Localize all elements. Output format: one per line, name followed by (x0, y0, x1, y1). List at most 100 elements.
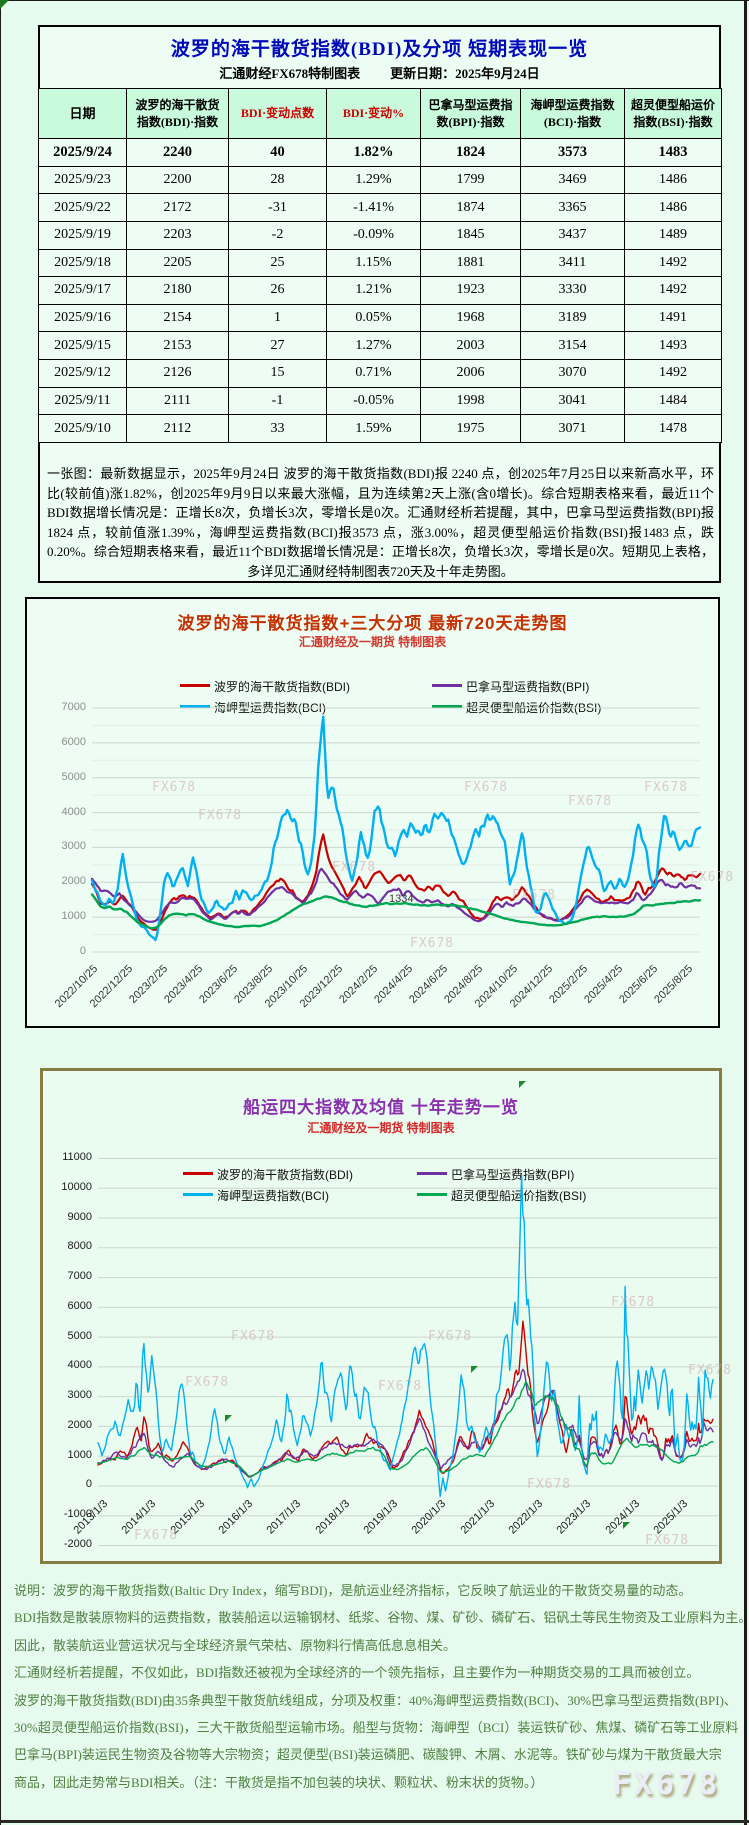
table-cell: -0.05% (326, 386, 421, 416)
explanation-line: 波罗的海干散货指数(BDI)由35条典型干散货航线组成，分项及权重：40%海岬型… (14, 1692, 737, 1708)
table-column-header: 波罗的海干散货 指数(BDI)·指数 (126, 88, 229, 139)
y-axis-label: 1000 (67, 1448, 92, 1461)
plot-watermark: FX678 (231, 1329, 276, 1344)
table-cell: 28 (228, 165, 327, 195)
table-column-header: 巴拿马型运费指 数(BPI)·指数 (420, 88, 521, 139)
table-column-header: BDI·变动点数 (228, 88, 327, 139)
explanation-line: 因此，散装航运业营运状况与全球经济景气荣枯、原物料行情高低息息相关。 (14, 1637, 457, 1653)
table-cell: 3189 (520, 303, 625, 333)
table-column-header: 超灵便型船运价 指数(BSI)·指数 (624, 88, 722, 139)
legend-label: 波罗的海干散货指数(BDI) (214, 680, 350, 694)
table-column-header: BDI·变动% (326, 88, 421, 139)
table-cell: 3330 (520, 276, 625, 305)
legend-label: 波罗的海干散货指数(BDI) (217, 1168, 353, 1182)
plot-watermark: FX678 (645, 1533, 690, 1548)
table-cell: 2025/9/18 (38, 248, 127, 278)
table-cell: 1.29% (326, 165, 421, 195)
table-cell: 1.59% (326, 414, 421, 443)
table-cell: 3154 (520, 331, 625, 360)
table-row: 2025/9/24 2240 40 1.82% 1824 3573 1483 (38, 138, 722, 167)
plot-watermark: FX678 (410, 936, 455, 951)
series-巴拿马型运费指数(BPI) (90, 867, 702, 923)
table-cell: 3070 (520, 359, 625, 388)
legend-swatch (180, 683, 210, 687)
table-cell: 2025/9/12 (38, 359, 127, 388)
table-cell: 33 (228, 414, 327, 443)
table-cell: 2200 (126, 165, 229, 195)
table-cell: 25 (228, 248, 327, 278)
plot-watermark: FX678 (568, 794, 613, 809)
series-海岬型运费指数(BCI) (90, 715, 702, 942)
legend-swatch (417, 1192, 447, 1196)
page-right-border (744, 0, 747, 1825)
table-cell: 1874 (420, 193, 521, 222)
plot-watermark: FX678 (611, 1295, 656, 1310)
table-cell: 1 (228, 303, 327, 333)
table-cell: 2126 (126, 359, 229, 388)
table-panel-title: 波罗的海干散货指数(BDI)及分项 短期表现一览 (170, 39, 589, 60)
table-row: 2025/9/19 2203 -2 -0.09% 1845 3437 1489 (38, 220, 722, 250)
data-label-1334: 1334 (389, 893, 414, 905)
legend-item: 超灵便型船运价指数(BSI) (417, 1187, 586, 1207)
y-axis-label: 1000 (61, 910, 86, 923)
y-axis-label: 3000 (61, 840, 86, 853)
y-axis-label: 4000 (67, 1359, 92, 1372)
plot-watermark: FX678 (527, 1477, 572, 1492)
explanation-line: 汇通财经析若提醒，不仅如此，BDI指数还被视为全球经济的一个领先指标，且主要作为… (14, 1665, 700, 1681)
explanation-note: 说明：波罗的海干散货指数(Baltic Dry Index，缩写BDI)，是航运… (14, 1577, 749, 1796)
series-超灵便型船运价指数(BSI) (90, 893, 702, 930)
page-bottom-border (0, 1820, 749, 1823)
table-row: 2025/9/23 2200 28 1.29% 1799 3469 1486 (38, 165, 722, 195)
series-海岬型运费指数(BCI) (97, 1174, 714, 1497)
plot-watermark: FX678 (464, 780, 509, 795)
table-cell: 2025/9/15 (38, 331, 127, 360)
explanation-line: 说明：波罗的海干散货指数(Baltic Dry Index，缩写BDI)，是航运… (14, 1583, 692, 1598)
table-cell: 2172 (126, 193, 229, 222)
trend-chart-10y-panel: 船运四大指数及均值 十年走势一览 汇通财经及一期货 特制图表 波罗的海干散货指数… (40, 1068, 731, 1564)
table-cell: 1968 (420, 303, 521, 333)
explanation-line: 商品，因此走势常与BDI相关。（注：干散货是指不加包装的块状、颗粒状、粉末状的货… (14, 1774, 544, 1790)
table-cell: 27 (228, 331, 327, 360)
legend-item: 波罗的海干散货指数(BDI) (183, 1166, 353, 1186)
y-axis-label: -2000 (63, 1538, 92, 1550)
y-axis-label: 7000 (61, 701, 86, 713)
cell-marker-icon (471, 1366, 478, 1373)
plot-watermark: FX678 (644, 780, 689, 795)
y-axis-label: 0 (79, 945, 86, 957)
legend-swatch (432, 704, 462, 708)
y-axis-label: 8000 (67, 1240, 92, 1253)
table-cell: 1489 (624, 220, 722, 250)
fx678-watermark: FX678 (612, 1766, 721, 1802)
plot-watermark: FX678 (690, 870, 735, 885)
legend-label: 巴拿马型运费指数(BPI) (451, 1168, 575, 1182)
y-axis-label: 4000 (61, 805, 86, 818)
table-body: 2025/9/24 2240 40 1.82% 1824 3573 1483 2025/9/2… (38, 138, 722, 443)
summary-line: 1824 点，较前值涨1.39%，海岬型运费指数(BCI)报3573 点，涨3.… (47, 524, 714, 540)
legend-swatch (183, 1192, 213, 1196)
table-cell: 3041 (520, 386, 625, 416)
table-column-header: 海岬型运费指数 (BCI)·指数 (520, 88, 625, 139)
table-cell: 1484 (624, 386, 722, 416)
table-cell: 2240 (126, 138, 229, 167)
table-cell: 2180 (126, 276, 229, 305)
legend-label: 巴拿马型运费指数(BPI) (466, 680, 590, 694)
y-axis-label: 6000 (67, 1299, 92, 1312)
short-term-table-panel: 波罗的海干散货指数(BDI)及分项 短期表现一览 汇通财经FX678特制图表 更新… (38, 25, 722, 583)
table-cell: 3437 (520, 220, 625, 250)
table-cell: 2112 (126, 414, 229, 443)
table-cell: 1.21% (326, 276, 421, 305)
plot-watermark: FX678 (378, 1379, 423, 1394)
chart-720d-title: 波罗的海干散货指数+三大分项 最新720天走势图 (177, 614, 568, 633)
table-cell: 2153 (126, 331, 229, 360)
table-cell: 1493 (624, 331, 722, 360)
table-cell: 2154 (126, 303, 229, 333)
table-cell: 2025/9/23 (38, 165, 127, 195)
table-cell: 2025/9/16 (38, 303, 127, 333)
table-cell: -0.09% (326, 220, 421, 250)
summary-paragraph: 一张图：最新数据显示，2025年9月24日 波罗的海干散货指数(BDI)报 22… (47, 464, 714, 581)
table-cell: 2025/9/22 (38, 193, 127, 222)
y-axis-label: 2000 (61, 875, 86, 888)
cell-marker-icon (623, 1522, 630, 1529)
series-巴拿马型运费指数(BPI) (97, 1368, 714, 1477)
table-cell: 3071 (520, 414, 625, 443)
